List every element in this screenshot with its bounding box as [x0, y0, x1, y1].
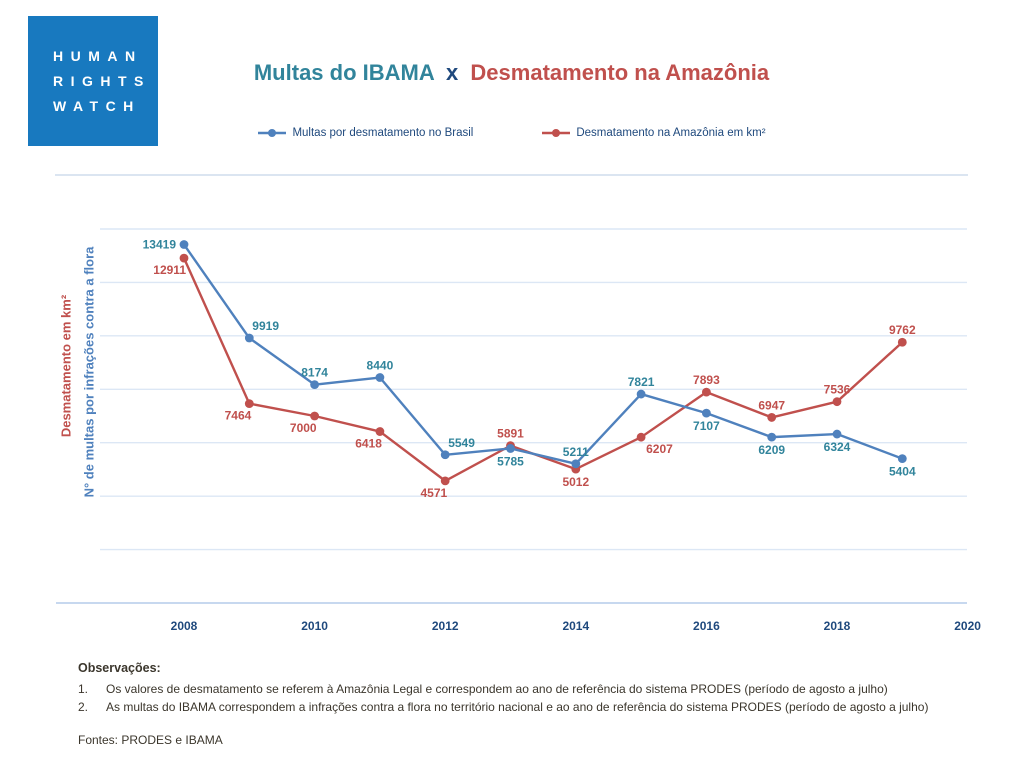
- note-number: 1.: [78, 682, 89, 696]
- series-line: [182, 257, 904, 483]
- legend-label-multas: Multas por desmatamento no Brasil: [292, 127, 474, 139]
- data-label: 7000: [290, 421, 317, 435]
- data-label: 8174: [301, 366, 328, 380]
- note-item-1: 1. Os valores de desmatamento se referem…: [78, 680, 968, 698]
- note-number: 2.: [78, 700, 89, 714]
- divider-line: [55, 174, 968, 176]
- data-label: 7536: [824, 383, 851, 397]
- title-right: Desmatamento na Amazônia: [470, 60, 770, 85]
- data-point: [375, 373, 385, 382]
- data-point: [832, 429, 842, 439]
- data-point: [636, 389, 646, 399]
- data-label: 5549: [448, 436, 475, 450]
- data-label: 7107: [693, 419, 720, 433]
- data-label: 5211: [563, 445, 589, 459]
- note-item-2: 2. As multas do IBAMA correspondem a inf…: [78, 698, 968, 716]
- data-point: [571, 459, 581, 469]
- data-point: [832, 397, 842, 407]
- data-label: 6207: [646, 442, 673, 456]
- data-point: [767, 432, 777, 442]
- data-point: [179, 240, 189, 249]
- notes-section: Observações: 1. Os valores de desmatamen…: [78, 661, 968, 747]
- data-label: 8440: [367, 359, 394, 373]
- y-axis-label-multas: N° de multas por infrações contra a flor…: [81, 246, 97, 498]
- title-separator: x: [446, 60, 459, 85]
- data-point: [702, 387, 711, 397]
- data-label: 13419: [143, 238, 177, 252]
- data-label: 5891: [497, 427, 524, 441]
- data-label: 9762: [889, 323, 916, 337]
- data-label: 7821: [628, 375, 655, 389]
- data-point: [310, 380, 319, 390]
- x-tick-label: 2014: [562, 619, 589, 633]
- data-label: 4571: [420, 486, 447, 500]
- data-label: 7464: [225, 409, 252, 423]
- data-label: 6418: [355, 437, 382, 451]
- data-label: 7893: [693, 373, 720, 387]
- data-point: [244, 333, 254, 343]
- logo-line-3: WATCH: [53, 97, 141, 114]
- data-point: [375, 427, 385, 436]
- data-label: 5404: [889, 465, 916, 479]
- x-tick-label: 2010: [301, 619, 328, 633]
- legend-item-desmatamento: Desmatamento na Amazônia em km²: [541, 127, 766, 139]
- title-left: Multas do IBAMA: [253, 60, 434, 85]
- data-point: [636, 432, 646, 442]
- data-point: [440, 476, 450, 486]
- x-tick-label: 2016: [693, 619, 720, 633]
- chart-title: Multas do IBAMA x Desmatamento na Amazôn…: [55, 60, 968, 86]
- data-point: [702, 408, 711, 418]
- hrw-logo: HUMAN RIGHTS WATCH: [28, 16, 158, 146]
- y-axis-label-desmatamento: Desmatamento em km²: [58, 294, 74, 438]
- data-label: 9919: [252, 319, 279, 333]
- legend-label-desmatamento: Desmatamento na Amazônia em km²: [576, 127, 766, 139]
- data-point: [179, 253, 189, 263]
- data-point: [897, 337, 907, 347]
- data-label: 12911: [153, 263, 186, 277]
- data-label: 6947: [758, 398, 785, 412]
- notes-heading: Observações:: [78, 661, 161, 675]
- data-point: [897, 454, 907, 464]
- data-point: [310, 411, 319, 421]
- data-point: [440, 450, 450, 460]
- note-text: Os valores de desmatamento se referem à …: [106, 682, 888, 696]
- legend-marker-blue-icon: [258, 129, 287, 137]
- x-tick-label: 2012: [432, 619, 459, 633]
- series-line: [183, 243, 903, 465]
- legend-marker-red-icon: [542, 129, 571, 137]
- logo-line-1: HUMAN: [53, 47, 143, 64]
- data-label: 6209: [758, 443, 785, 457]
- legend-item-multas: Multas por desmatamento no Brasil: [257, 127, 473, 139]
- data-point: [506, 444, 515, 453]
- chart-legend: Multas por desmatamento no Brasil Desmat…: [55, 127, 968, 139]
- sources-line: Fontes: PRODES e IBAMA: [78, 733, 223, 747]
- x-tick-label: 2008: [171, 619, 198, 633]
- note-text: As multas do IBAMA correspondem a infraç…: [106, 700, 929, 714]
- data-point: [244, 399, 254, 409]
- x-tick-label: 2018: [824, 619, 851, 633]
- logo-line-2: RIGHTS: [53, 72, 151, 89]
- data-point: [767, 413, 777, 422]
- data-label: 6324: [824, 440, 851, 454]
- data-label: 5785: [497, 454, 524, 468]
- x-tick-label: 2020: [954, 619, 981, 633]
- data-label: 5012: [562, 475, 589, 489]
